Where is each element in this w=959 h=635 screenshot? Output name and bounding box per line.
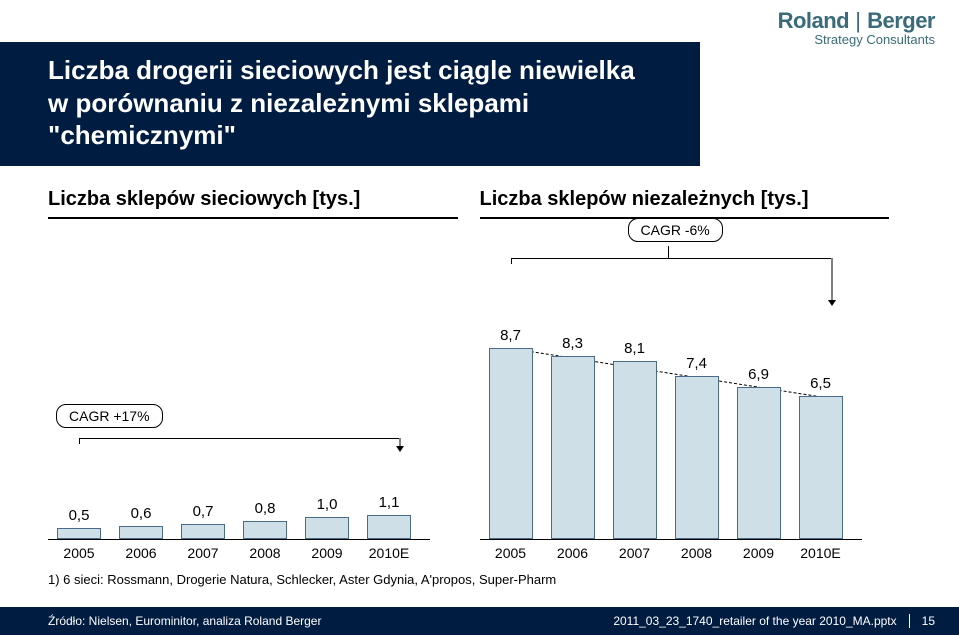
bar-value-label: 7,4 — [686, 355, 707, 372]
x-axis-label: 2010E — [358, 545, 420, 561]
chart-left-baseline — [48, 539, 430, 540]
cagr-right-arrow-icon — [826, 258, 838, 306]
bar — [119, 526, 163, 539]
footer-right: 2011_03_23_1740_retailer of the year 201… — [613, 614, 935, 628]
bar — [613, 361, 657, 539]
chart-left-bars: 0,5 0,6 0,7 0,8 1,0 1,1 — [48, 319, 420, 539]
brand-name-1: Roland — [778, 8, 850, 34]
bar — [675, 376, 719, 539]
cagr-right-label: CAGR -6% — [628, 218, 723, 242]
cagr-right-connector — [511, 258, 831, 259]
bar-value-label: 0,5 — [69, 507, 90, 524]
x-axis-label: 2005 — [480, 545, 542, 561]
x-axis-label: 2010E — [790, 545, 852, 561]
bar-value-label: 1,0 — [317, 496, 338, 513]
footer-bar: Źródło: Nielsen, Eurominitor, analiza Ro… — [0, 607, 959, 635]
bar-slot: 8,7 — [480, 327, 542, 539]
bar — [489, 348, 533, 539]
charts-row: CAGR +17% 0,50,60,70,81,01,1 20052006200… — [48, 232, 911, 539]
bar — [551, 356, 595, 539]
bar — [737, 387, 781, 539]
slide-title: Liczba drogerii sieciowych jest ciągle n… — [0, 42, 700, 166]
bar-slot: 8,1 — [604, 340, 666, 539]
chart-left: CAGR +17% 0,50,60,70,81,01,1 20052006200… — [48, 232, 480, 539]
bar-slot: 0,6 — [110, 505, 172, 539]
brand-logo: Roland | Berger Strategy Consultants — [778, 8, 935, 47]
brand-subtitle: Strategy Consultants — [778, 32, 935, 47]
footer-file: 2011_03_23_1740_retailer of the year 201… — [613, 614, 896, 628]
bar-slot: 7,4 — [666, 355, 728, 539]
cagr-right-tick-start — [511, 258, 512, 264]
subtitles-row: Liczba sklepów sieciowych [tys.] Liczba … — [48, 188, 911, 219]
chart-right: CAGR -6% 8,78,38,17,46,96,5 200520062007… — [480, 232, 912, 539]
bar-slot: 0,8 — [234, 500, 296, 539]
x-axis-label: 2006 — [542, 545, 604, 561]
chart-right-baseline — [480, 539, 862, 540]
footer-page: 15 — [922, 614, 935, 628]
bar-slot: 1,0 — [296, 496, 358, 539]
bar-value-label: 0,6 — [131, 505, 152, 522]
chart-left-xlabels: 200520062007200820092010E — [48, 545, 420, 561]
footer-source: Źródło: Nielsen, Eurominitor, analiza Ro… — [48, 614, 321, 628]
bar-value-label: 6,9 — [748, 366, 769, 383]
bar — [305, 517, 349, 539]
chart-right-bars: 8,7 8,3 8,1 7,4 6,9 6,5 — [480, 319, 852, 539]
x-axis-label: 2007 — [172, 545, 234, 561]
bar-value-label: 8,3 — [562, 335, 583, 352]
chart-right-subtitle: Liczba sklepów niezależnych [tys.] — [480, 188, 890, 219]
bar-slot: 0,7 — [172, 503, 234, 539]
bar — [243, 521, 287, 539]
x-axis-label: 2008 — [234, 545, 296, 561]
bar-slot: 0,5 — [48, 507, 110, 539]
brand-separator: | — [849, 8, 867, 33]
bar-value-label: 0,8 — [255, 500, 276, 517]
bar-value-label: 8,1 — [624, 340, 645, 357]
bar — [181, 524, 225, 539]
cagr-right-tick-box — [668, 246, 669, 258]
bar-slot: 8,3 — [542, 335, 604, 539]
bar-slot: 1,1 — [358, 494, 420, 539]
footer-divider — [909, 614, 910, 628]
bar-value-label: 8,7 — [500, 327, 521, 344]
bar-slot: 6,9 — [728, 366, 790, 539]
bar-value-label: 1,1 — [379, 494, 400, 511]
bar-value-label: 0,7 — [193, 503, 214, 520]
x-axis-label: 2006 — [110, 545, 172, 561]
chart-right-xlabels: 200520062007200820092010E — [480, 545, 852, 561]
bar — [57, 528, 101, 539]
bar-slot: 6,5 — [790, 375, 852, 539]
x-axis-label: 2009 — [296, 545, 358, 561]
bar — [367, 515, 411, 539]
footnote: 1) 6 sieci: Rossmann, Drogerie Natura, S… — [48, 572, 556, 587]
x-axis-label: 2005 — [48, 545, 110, 561]
x-axis-label: 2009 — [728, 545, 790, 561]
bar-value-label: 6,5 — [810, 375, 831, 392]
bar — [799, 396, 843, 539]
x-axis-label: 2008 — [666, 545, 728, 561]
chart-left-subtitle: Liczba sklepów sieciowych [tys.] — [48, 188, 458, 219]
x-axis-label: 2007 — [604, 545, 666, 561]
brand-name-2: Berger — [867, 8, 935, 34]
